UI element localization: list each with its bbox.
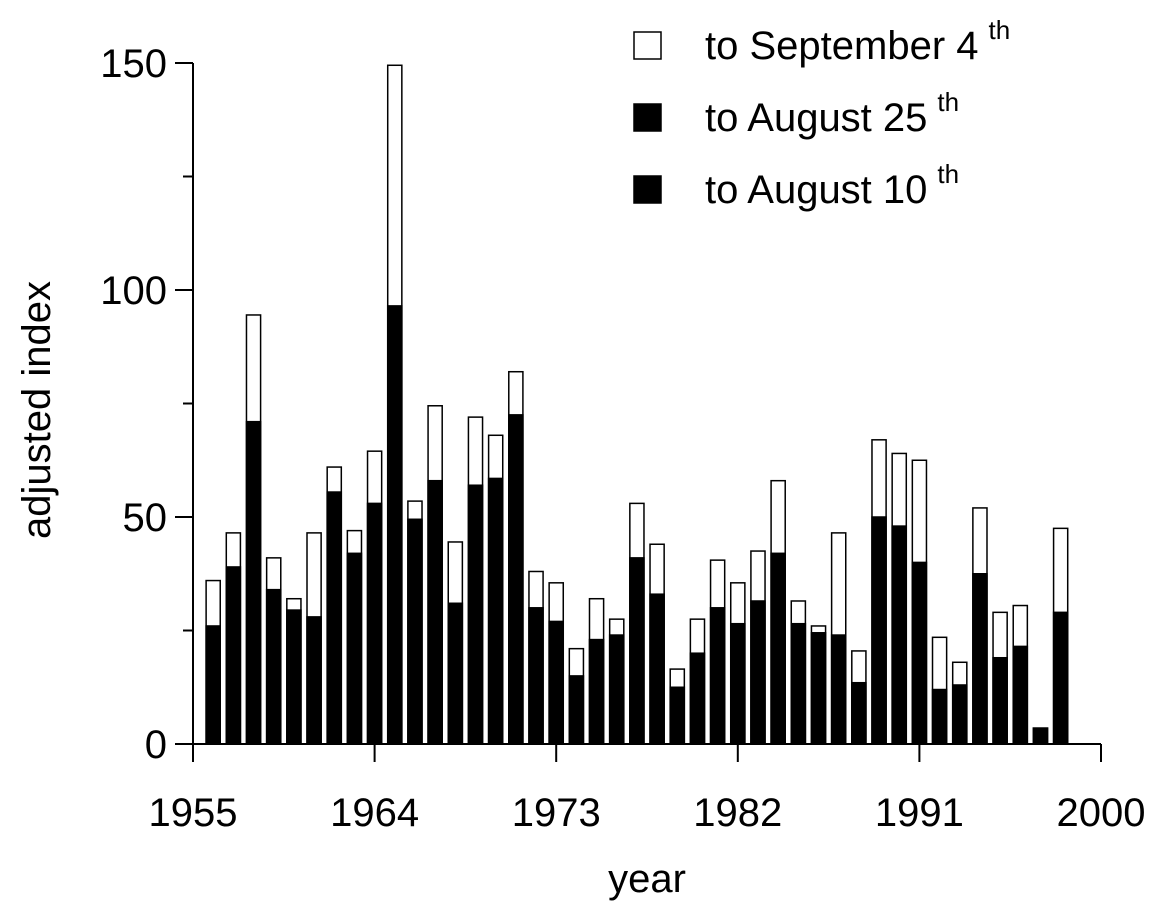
bar	[770, 552, 786, 745]
x-tick-label: 1973	[512, 791, 601, 835]
bar	[830, 634, 847, 745]
bar	[871, 516, 887, 745]
bar	[709, 607, 726, 745]
x-tick-label: 2000	[1057, 791, 1146, 835]
bar	[205, 625, 221, 745]
bar	[992, 656, 1008, 745]
bar	[951, 684, 968, 745]
bar	[750, 600, 766, 745]
bar	[649, 593, 665, 745]
bar	[911, 561, 928, 745]
bar	[608, 634, 625, 745]
bar	[1052, 611, 1069, 745]
bar	[326, 491, 343, 745]
legend-name: to September 4	[705, 24, 979, 68]
bar	[972, 573, 988, 745]
bar	[669, 686, 686, 745]
x-tick-label: 1991	[875, 791, 964, 835]
legend-swatch	[633, 103, 662, 132]
legend-sup: th	[989, 15, 1011, 45]
legend-sup: th	[937, 87, 959, 117]
legend-sup: th	[937, 159, 959, 189]
bar	[1012, 645, 1029, 745]
bar	[810, 632, 827, 745]
y-tick-label: 100	[100, 269, 167, 313]
bar	[790, 622, 807, 745]
legend-name: to August 10	[705, 168, 927, 212]
bar	[245, 420, 262, 745]
x-tick-label: 1964	[330, 791, 419, 835]
x-tick-label: 1982	[693, 791, 782, 835]
bar	[306, 616, 322, 745]
bar	[265, 588, 282, 745]
x-tick-label: 1955	[149, 791, 238, 835]
legend-label: to August 10 th	[705, 159, 959, 212]
bar	[729, 622, 746, 745]
bar	[346, 552, 363, 745]
y-tick-label: 0	[145, 723, 167, 767]
bar	[891, 525, 908, 745]
bar	[528, 607, 544, 745]
bar	[931, 688, 948, 745]
bar	[629, 557, 645, 745]
bar	[447, 602, 464, 745]
bar	[548, 620, 565, 745]
bar	[386, 305, 403, 745]
bar	[851, 681, 867, 745]
bar	[1032, 727, 1049, 745]
legend-swatch	[633, 31, 662, 60]
bar	[427, 479, 443, 745]
bar	[689, 652, 706, 745]
x-axis-label: year	[608, 857, 686, 901]
legend-label: to August 25 th	[705, 87, 959, 140]
y-tick-label: 150	[100, 42, 167, 86]
legend-label: to September 4 th	[705, 15, 1010, 68]
bar	[366, 502, 383, 745]
bar	[568, 675, 585, 745]
bar	[487, 477, 504, 745]
bar	[508, 414, 524, 745]
y-axis-label: adjusted index	[15, 281, 59, 539]
bar	[588, 638, 605, 745]
legend-name: to August 25	[705, 96, 927, 140]
bar	[225, 566, 242, 745]
y-tick-label: 50	[123, 496, 168, 540]
bar	[407, 518, 423, 745]
bar	[467, 484, 484, 745]
bar	[286, 609, 302, 745]
legend-swatch	[633, 175, 662, 204]
